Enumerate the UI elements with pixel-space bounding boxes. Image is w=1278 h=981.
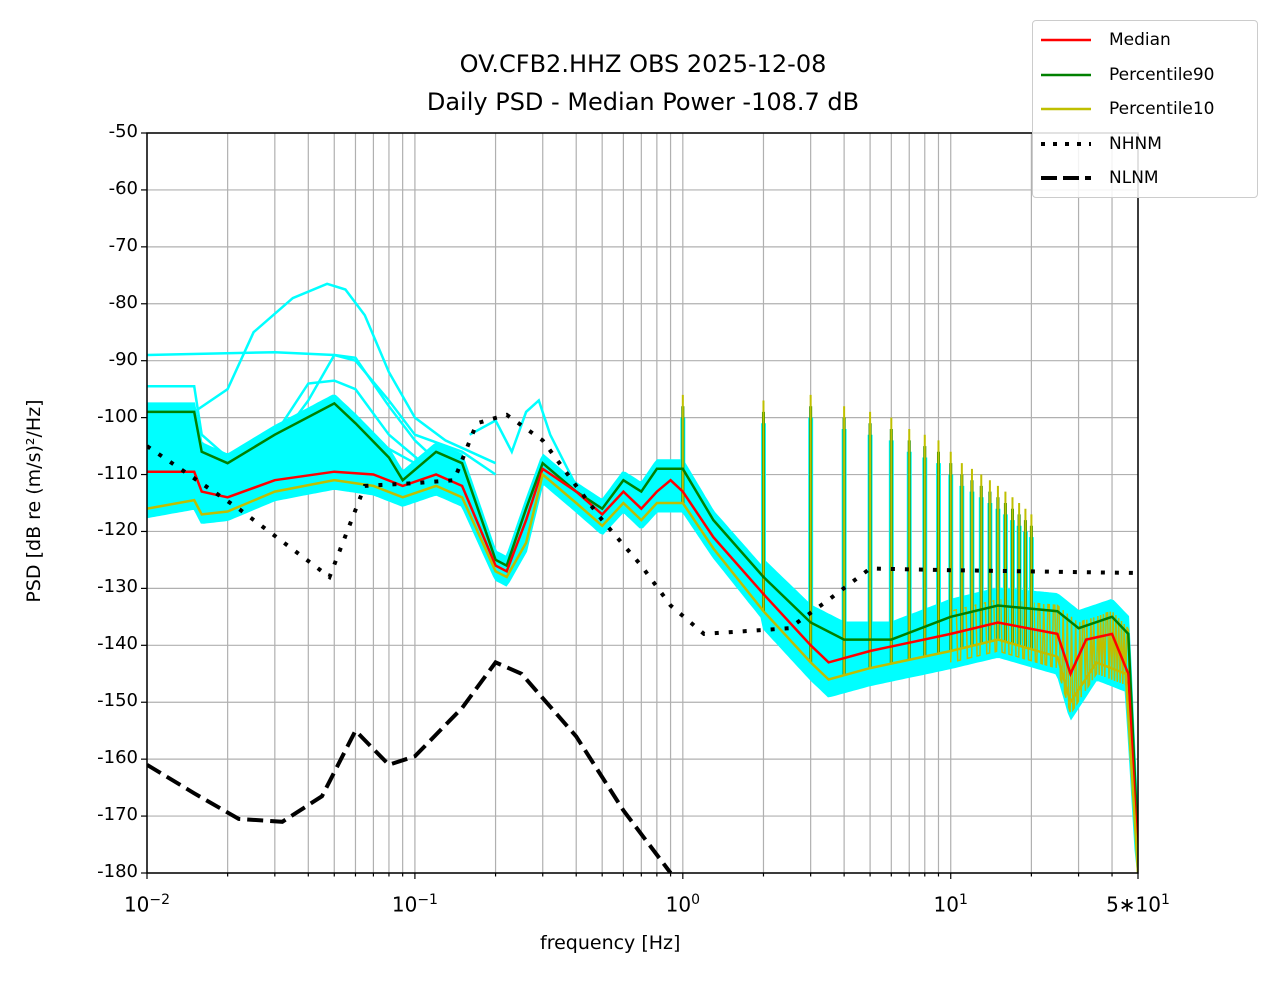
legend-label: Percentile10 bbox=[1109, 99, 1215, 119]
legend-label: NHNM bbox=[1109, 133, 1162, 154]
legend-item-median: Median bbox=[1041, 25, 1171, 55]
y-tick-label: -80 bbox=[108, 291, 138, 313]
legend-swatch bbox=[1041, 107, 1091, 111]
x-tick-exponent: −1 bbox=[417, 892, 438, 908]
x-tick-exponent: 1 bbox=[1161, 892, 1170, 908]
series-line-percentile10 bbox=[147, 472, 1138, 873]
legend-swatch bbox=[1041, 73, 1091, 76]
x-tick-base: 10 bbox=[391, 892, 418, 917]
legend-swatch bbox=[1041, 176, 1091, 180]
y-tick-label: -70 bbox=[108, 234, 138, 256]
y-tick-label: -160 bbox=[97, 747, 138, 769]
legend-label: Percentile90 bbox=[1109, 64, 1215, 85]
legend-item-percentile90: Percentile90 bbox=[1041, 60, 1215, 90]
legend-item-nhnm: NHNM bbox=[1041, 129, 1162, 159]
legend-item-percentile10: Percentile10 bbox=[1041, 94, 1215, 124]
x-tick-label: 100 bbox=[623, 892, 743, 917]
x-tick-label: 10−1 bbox=[355, 892, 475, 917]
x-tick-label: 101 bbox=[891, 892, 1011, 917]
legend-swatch bbox=[1041, 141, 1091, 146]
y-tick-label: -110 bbox=[97, 462, 138, 484]
individual-psd-trace bbox=[469, 398, 578, 487]
y-tick-label: -140 bbox=[97, 633, 138, 655]
y-tick-label: -170 bbox=[97, 804, 138, 826]
series-line-median bbox=[147, 466, 1138, 862]
x-tick-label: 5∗101 bbox=[1078, 892, 1198, 917]
x-tick-exponent: 0 bbox=[691, 892, 700, 908]
x-tick-base: 5∗10 bbox=[1106, 892, 1161, 917]
y-axis-label: PSD [dB re (m/s)²/Hz] bbox=[23, 399, 45, 603]
legend-swatch bbox=[1041, 38, 1091, 42]
individual-psd-trace bbox=[147, 385, 416, 465]
legend-label: NLNM bbox=[1109, 168, 1159, 188]
chart-subtitle: Daily PSD - Median Power -108.7 dB bbox=[426, 88, 860, 116]
plot-frame bbox=[146, 132, 1139, 874]
y-tick-label: -150 bbox=[97, 690, 138, 712]
legend-label: Median bbox=[1109, 30, 1171, 50]
legend: Median Percentile90 Percentile10 NHNM NLNM bbox=[1032, 20, 1258, 198]
y-tick-label: -120 bbox=[97, 519, 138, 541]
x-tick-label: 10−2 bbox=[87, 892, 207, 917]
y-tick-label: -180 bbox=[97, 861, 138, 882]
series-line-nlnm bbox=[147, 659, 673, 873]
x-tick-exponent: −2 bbox=[149, 892, 171, 908]
y-tick-label: -100 bbox=[97, 405, 138, 427]
x-tick-base: 10 bbox=[123, 892, 150, 917]
x-tick-exponent: 1 bbox=[959, 892, 968, 908]
y-tick-label: -50 bbox=[108, 121, 138, 142]
x-axis-label: frequency [Hz] bbox=[540, 932, 681, 954]
legend-item-nlnm: NLNM bbox=[1041, 163, 1159, 193]
individual-psd-trace bbox=[193, 282, 497, 465]
series-line-nhnm bbox=[147, 412, 1138, 636]
y-tick-label: -90 bbox=[108, 348, 138, 370]
y-tick-label: -60 bbox=[108, 177, 138, 199]
x-tick-base: 10 bbox=[665, 892, 692, 917]
chart-title: OV.CFB2.HHZ OBS 2025-12-08 bbox=[459, 50, 827, 78]
y-tick-label: -130 bbox=[97, 576, 138, 598]
individual-psd-trace bbox=[252, 353, 447, 476]
x-tick-base: 10 bbox=[933, 892, 959, 917]
series-line-percentile90 bbox=[147, 401, 1138, 845]
